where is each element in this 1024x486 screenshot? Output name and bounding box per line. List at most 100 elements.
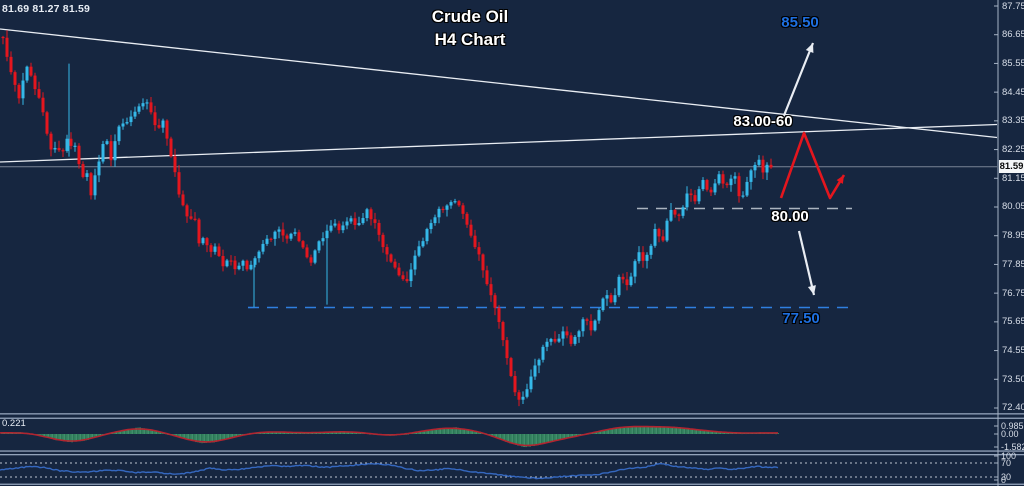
- candle-body: [493, 295, 497, 308]
- candle-body: [697, 189, 701, 202]
- panel-separator[interactable]: [0, 450, 1024, 452]
- annotation-80-00[interactable]: 80.00: [771, 208, 809, 225]
- candle-body: [553, 338, 557, 342]
- ascending-support[interactable]: [0, 123, 998, 163]
- candle-body: [5, 37, 9, 57]
- candle-body: [593, 320, 597, 331]
- histogram-bar: [653, 426, 655, 434]
- histogram-bar: [417, 432, 419, 434]
- histogram-bar: [545, 434, 547, 443]
- histogram-bar: [701, 430, 703, 434]
- histogram-bar: [99, 434, 101, 436]
- indicator-axis-label: 0.00: [1001, 429, 1019, 439]
- annotation-85-50[interactable]: 85.50: [781, 14, 819, 31]
- histogram-bar: [41, 434, 43, 436]
- candle-body: [389, 254, 393, 262]
- price-axis-label: 81.15: [1002, 172, 1024, 184]
- histogram-bar: [621, 427, 623, 434]
- histogram-bar: [449, 428, 451, 434]
- histogram-bar: [703, 430, 705, 434]
- histogram-bar: [325, 432, 327, 434]
- histogram-bar: [419, 431, 421, 434]
- candle-body: [277, 229, 281, 232]
- histogram-bar: [195, 434, 197, 443]
- histogram-bar: [497, 434, 499, 438]
- price-axis-label: 75.65: [1002, 316, 1024, 328]
- candle-body: [145, 102, 149, 104]
- panel-separator[interactable]: [0, 483, 1024, 485]
- candle-body: [681, 207, 685, 216]
- histogram-bar: [647, 426, 649, 434]
- histogram-bar: [695, 429, 697, 434]
- candle-body: [741, 195, 745, 197]
- candle-body: [505, 340, 509, 359]
- histogram-bar: [555, 434, 557, 441]
- histogram-bar: [283, 432, 285, 434]
- histogram-bar: [315, 432, 317, 434]
- histogram-bar: [139, 427, 141, 434]
- histogram-bar: [459, 428, 461, 434]
- candle-body: [225, 260, 229, 267]
- descending-resistance[interactable]: [0, 28, 998, 139]
- histogram-bar: [73, 434, 75, 442]
- candle-body: [405, 279, 409, 282]
- candle-body: [29, 66, 33, 76]
- annotation-83-00-60[interactable]: 83.00-60: [733, 113, 793, 130]
- histogram-bar: [573, 434, 575, 437]
- histogram-bar: [51, 434, 53, 439]
- current-price-tag: 81.59: [999, 160, 1024, 173]
- candle-body: [313, 250, 317, 263]
- candle-body: [281, 229, 285, 236]
- candle-body: [469, 224, 473, 236]
- candle-body: [81, 164, 85, 177]
- candle-body: [77, 145, 81, 165]
- histogram-bar: [775, 433, 777, 435]
- histogram-bar: [113, 432, 115, 434]
- arrow-up-to-8550[interactable]: [781, 42, 815, 119]
- histogram-bar: [525, 434, 527, 448]
- histogram-bar: [349, 431, 351, 434]
- candle-body: [9, 56, 13, 73]
- histogram-bar: [439, 428, 441, 434]
- histogram-bar: [543, 434, 545, 444]
- histogram-bar: [69, 434, 71, 442]
- histogram-bar: [635, 426, 637, 434]
- histogram-bar: [209, 434, 211, 443]
- histogram-bar: [181, 434, 183, 438]
- candle-body: [97, 161, 101, 176]
- arrow-down-to-7750[interactable]: [797, 230, 816, 296]
- chart-title-line2: H4 Chart: [434, 29, 506, 49]
- histogram-bar: [341, 431, 343, 434]
- candle-body: [753, 164, 757, 171]
- panel-separator[interactable]: [0, 454, 1024, 456]
- candle-body: [165, 120, 169, 139]
- histogram-bar: [509, 434, 511, 444]
- histogram-bar: [193, 434, 195, 442]
- candle-body: [613, 295, 617, 303]
- histogram-bar: [221, 434, 223, 441]
- histogram-bar: [677, 427, 679, 434]
- histogram-bar: [173, 434, 175, 436]
- histogram-bar: [593, 432, 595, 434]
- histogram-bar: [533, 434, 535, 447]
- candle-body: [137, 106, 141, 112]
- red-forecast-zigzag[interactable]: [779, 131, 846, 200]
- price-axis-label: 83.35: [1002, 115, 1024, 127]
- histogram-bar: [475, 430, 477, 434]
- histogram-bar: [421, 430, 423, 434]
- candle-body: [705, 180, 709, 190]
- histogram-bar: [477, 431, 479, 434]
- histogram-bar: [467, 429, 469, 434]
- indicator-axis-label: 100: [1001, 451, 1017, 461]
- candle-body: [685, 193, 689, 208]
- histogram-bar: [437, 428, 439, 434]
- histogram-bar: [645, 426, 647, 434]
- panel-separator[interactable]: [0, 417, 1024, 419]
- histogram-bar: [681, 427, 683, 434]
- panel-separator[interactable]: [0, 413, 1024, 415]
- candle-body: [485, 270, 489, 285]
- annotation-77-50[interactable]: 77.50: [782, 310, 820, 327]
- candle-body: [633, 261, 637, 277]
- candle-body: [761, 159, 765, 173]
